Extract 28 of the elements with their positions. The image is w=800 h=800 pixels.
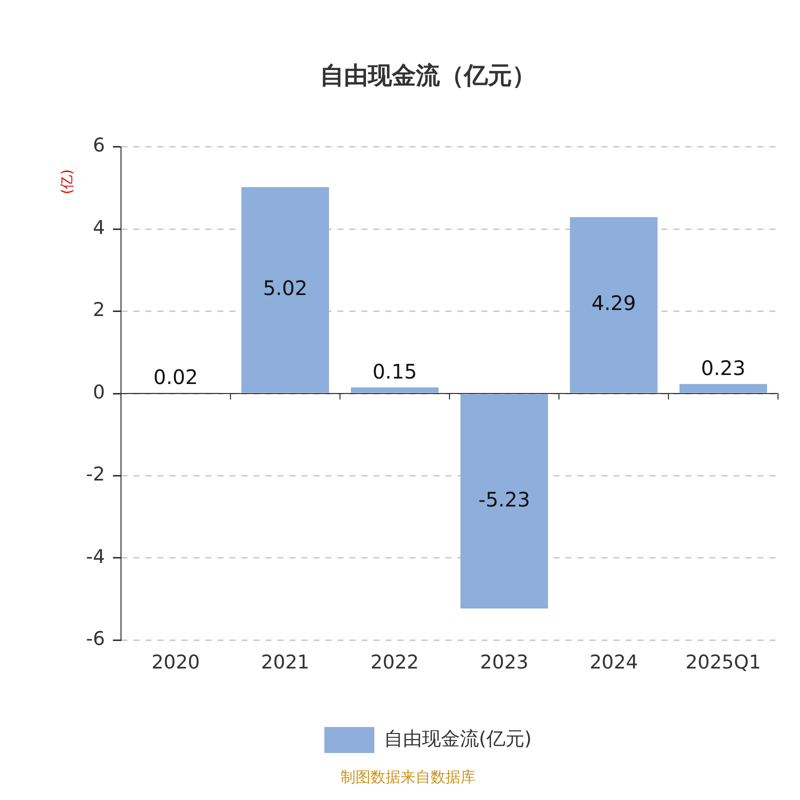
y-tick-label: -6 (86, 628, 105, 650)
data-label: 0.02 (153, 364, 198, 389)
data-label: 0.15 (372, 360, 417, 384)
x-tick-label: 2022 (370, 652, 419, 674)
legend-label: 自由现金流(亿元) (384, 728, 532, 750)
y-tick-label: -2 (86, 464, 105, 486)
data-label: 0.23 (700, 356, 746, 380)
y-tick-label: 2 (92, 299, 105, 322)
data-label: 5.02 (262, 276, 308, 300)
x-tick-label: 2021 (261, 652, 310, 674)
x-tick-label: 2023 (480, 652, 528, 674)
data-label: 4.29 (591, 291, 636, 316)
bar (350, 387, 439, 393)
x-tick-label: 2020 (152, 652, 200, 674)
bar (241, 187, 330, 393)
y-tick-label: 0 (92, 381, 105, 404)
y-tick-label: -4 (86, 546, 105, 568)
x-tick-label: 2024 (590, 652, 638, 674)
bar (570, 217, 658, 393)
bar (679, 384, 768, 393)
x-tick-label: 2025Q1 (686, 652, 761, 674)
y-axis-title: (亿) (60, 169, 76, 194)
y-tick-label: 6 (92, 134, 105, 157)
bar (460, 394, 548, 609)
chart-title: 自由现金流（亿元） (320, 62, 536, 90)
text: 制图数据来自数据库 (340, 768, 476, 786)
y-tick-label: 4 (92, 216, 105, 239)
data-label: -5.23 (478, 488, 530, 512)
